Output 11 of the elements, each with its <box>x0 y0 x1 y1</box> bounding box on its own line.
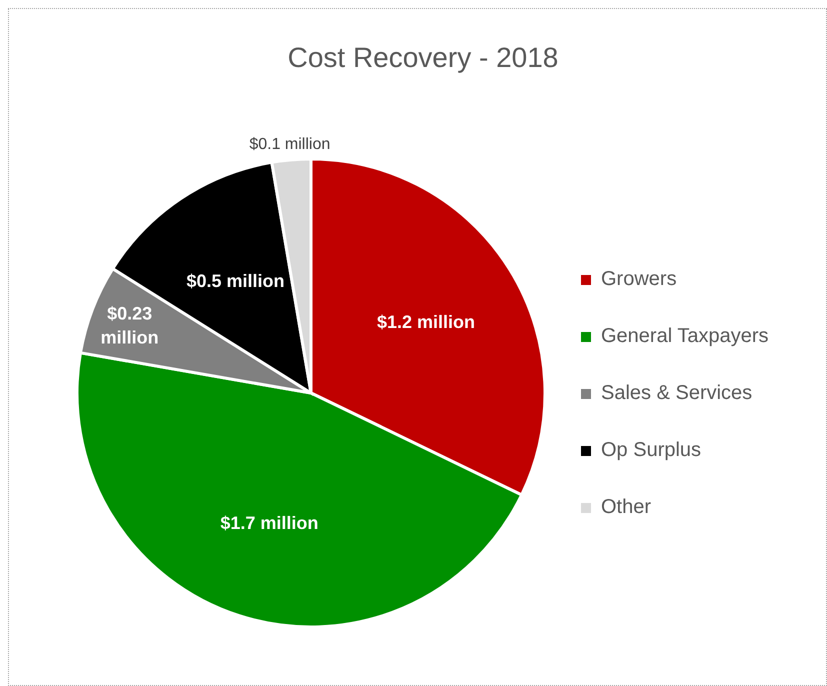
legend-label: Growers <box>600 267 678 292</box>
data-label: $0.5 million <box>186 271 285 292</box>
data-label: $1.2 million <box>376 312 476 332</box>
data-label: $1.7 million <box>220 513 318 534</box>
legend-label: General Taxpayers <box>600 324 770 349</box>
legend-label: Op Surplus <box>600 438 702 463</box>
chart-title: Cost Recovery - 2018 <box>288 42 558 73</box>
legend-label: Other <box>600 495 652 520</box>
data-label: $0.23 million <box>100 303 159 348</box>
data-label: $0.1 million <box>249 136 330 153</box>
legend-label: Sales & Services <box>600 381 754 406</box>
